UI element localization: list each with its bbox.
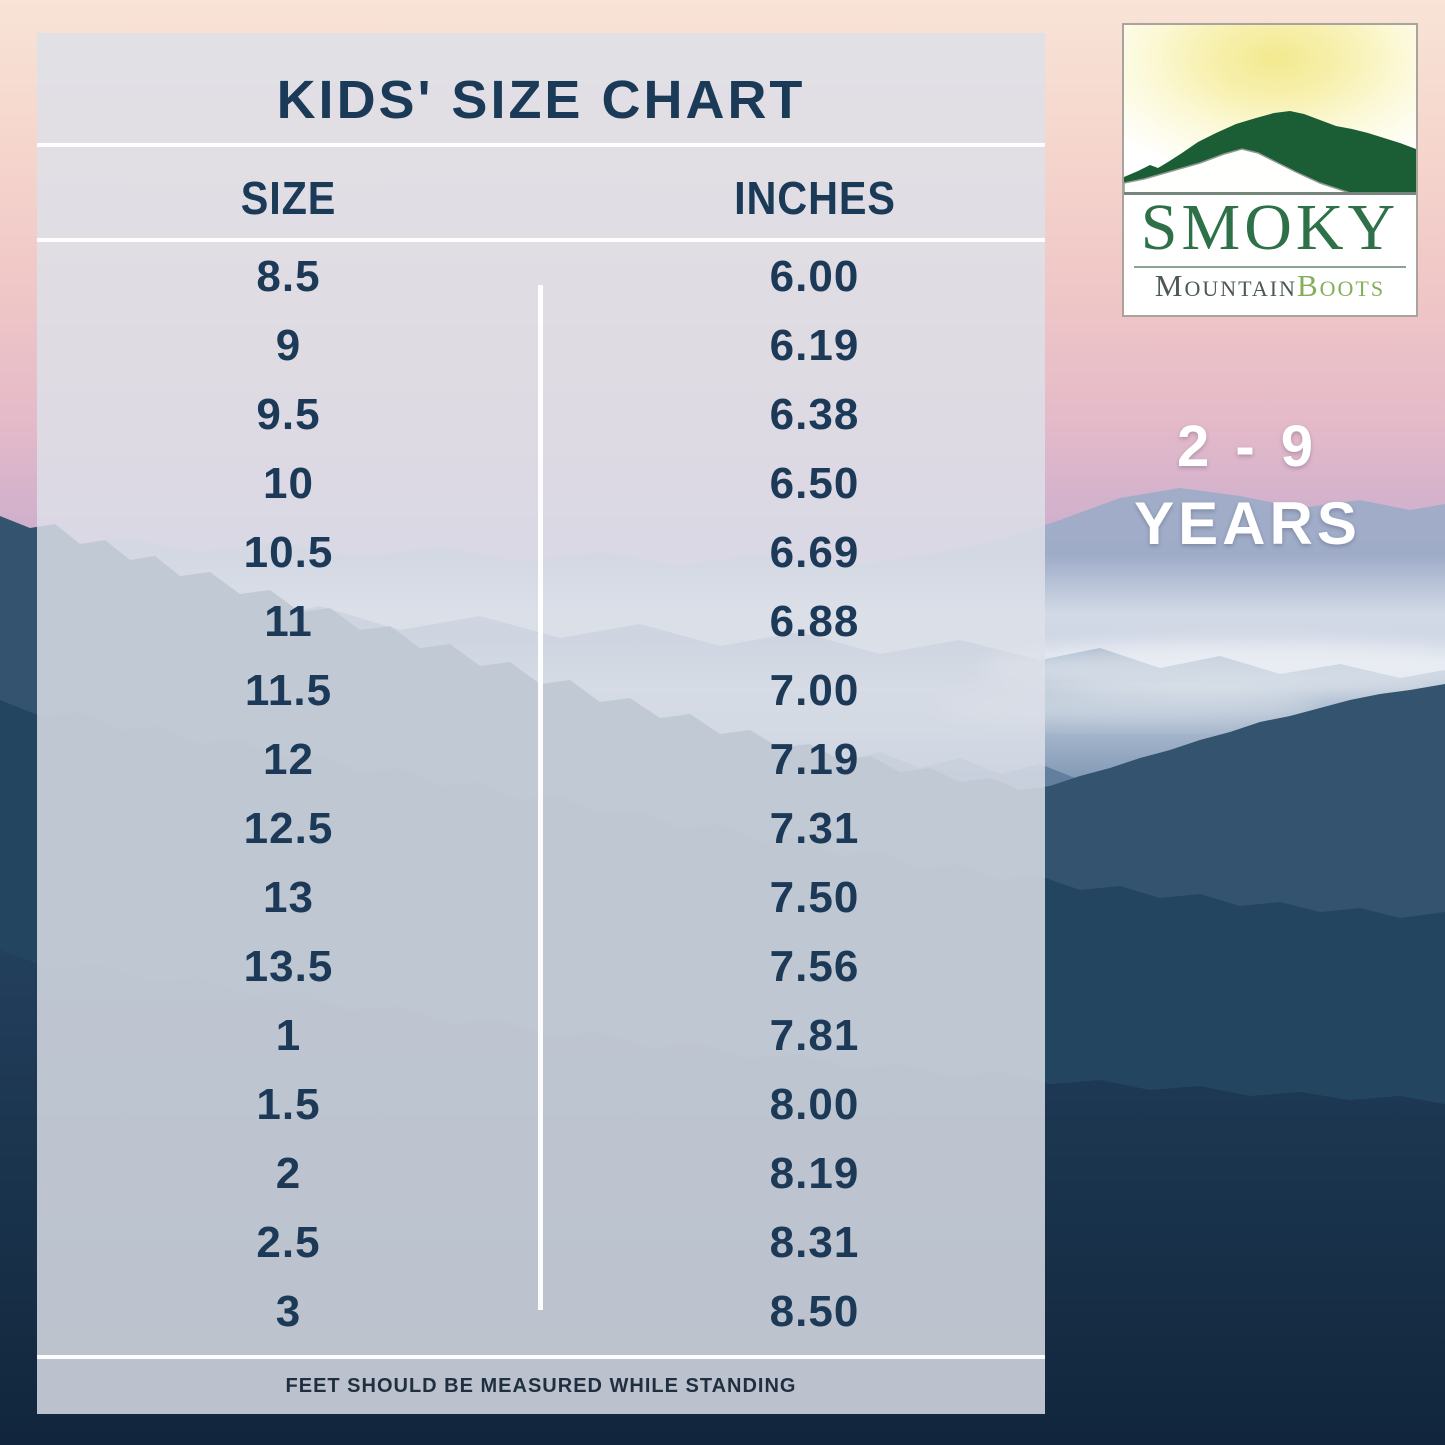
size-cell: 2.5 [256,1217,321,1267]
inches-cell: 7.19 [769,734,860,784]
size-cell: 9.5 [256,389,321,439]
size-cell: 8.5 [256,251,321,301]
column-header-inches: INCHES [734,172,896,224]
table-row: 12 7.19 [37,725,1045,794]
table-row: 1.5 8.00 [37,1070,1045,1139]
table-row: 8.5 6.00 [37,242,1045,311]
inches-cell: 6.00 [769,251,860,301]
size-chart-panel: KIDS' SIZE CHART SIZE INCHES 8.5 6.00 9 … [37,33,1045,1414]
inches-cell: 6.38 [769,389,860,439]
table-header-row: SIZE INCHES [37,167,1045,229]
size-cell: 2 [275,1148,302,1198]
size-cell: 3 [275,1286,302,1336]
divider-line-top [37,143,1045,147]
size-cell: 12 [263,734,314,784]
size-cell: 12.5 [243,803,334,853]
inches-cell: 6.88 [769,596,860,646]
table-row: 10.5 6.69 [37,518,1045,587]
smoky-mountain-boots-logo: SMOKY MountainBoots [1122,23,1418,317]
table-row: 10 6.50 [37,449,1045,518]
inches-cell: 8.50 [769,1286,860,1336]
size-table-body: 8.5 6.00 9 6.19 9.5 6.38 10 6.50 10.5 6.… [37,242,1045,1346]
table-row: 13 7.50 [37,863,1045,932]
age-range-years: YEARS [1134,490,1361,557]
brand-name-smoky: SMOKY [1140,191,1400,264]
brand-word-boots: Boots [1296,268,1386,303]
logo-divider-rule [1134,266,1406,268]
table-row: 2.5 8.31 [37,1208,1045,1277]
inches-cell: 6.69 [769,527,860,577]
brand-name-mountain-boots: MountainBoots [1124,268,1416,303]
size-cell: 1 [275,1010,302,1060]
table-row: 11.5 7.00 [37,656,1045,725]
table-row: 9.5 6.38 [37,380,1045,449]
inches-cell: 7.56 [769,941,860,991]
divider-line-bottom [37,1355,1045,1359]
size-cell: 10 [263,458,314,508]
measurement-footnote: FEET SHOULD BE MEASURED WHILE STANDING [285,1375,797,1397]
mountain-sunrise-illustration [1124,25,1416,195]
size-cell: 9 [275,320,302,370]
age-range-label: 2 - 9 YEARS [1050,414,1445,568]
table-row: 12.5 7.31 [37,794,1045,863]
table-row: 2 8.19 [37,1139,1045,1208]
table-row: 9 6.19 [37,311,1045,380]
age-range-numbers: 2 - 9 [1176,414,1319,479]
inches-cell: 6.19 [769,320,860,370]
size-cell: 13.5 [243,941,334,991]
page-title: KIDS' SIZE CHART [276,70,806,130]
table-row: 13.5 7.56 [37,932,1045,1001]
size-cell: 10.5 [243,527,334,577]
inches-cell: 7.50 [769,872,860,922]
brand-word-mountain: Mountain [1154,268,1297,303]
column-divider-line [538,285,543,1310]
size-cell: 1.5 [256,1079,321,1129]
inches-cell: 7.00 [769,665,860,715]
inches-cell: 8.00 [769,1079,860,1129]
table-row: 11 6.88 [37,587,1045,656]
inches-cell: 8.31 [769,1217,860,1267]
size-cell: 11 [264,596,313,646]
table-row: 1 7.81 [37,1001,1045,1070]
table-row: 3 8.50 [37,1277,1045,1346]
inches-cell: 7.31 [769,803,860,853]
size-cell: 11.5 [244,665,333,715]
inches-cell: 7.81 [769,1010,860,1060]
size-cell: 13 [263,872,314,922]
column-header-size: SIZE [240,172,337,224]
divider-line-header [37,238,1045,242]
inches-cell: 6.50 [769,458,860,508]
inches-cell: 8.19 [769,1148,860,1198]
